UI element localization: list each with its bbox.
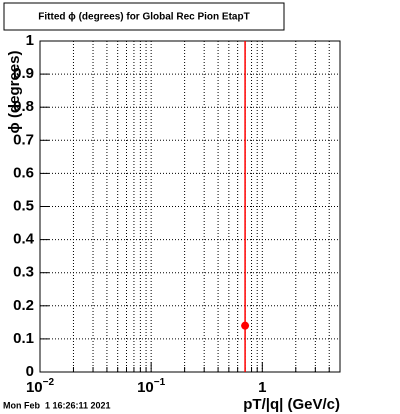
y-tick-label: 0.1 xyxy=(13,330,34,347)
x-tick-label: 1 xyxy=(258,379,266,396)
y-tick-label: 0 xyxy=(26,363,34,380)
footer: Mon Feb 1 16:26:11 2021 xyxy=(3,400,111,410)
title-box xyxy=(3,2,285,31)
y-tick-label: 0.4 xyxy=(13,231,35,248)
y-tick-label: 0.8 xyxy=(13,98,34,115)
x-tick-label: 10−1 xyxy=(137,377,166,396)
y-tick-label: 0.2 xyxy=(13,297,34,314)
y-tick-label: 0.5 xyxy=(13,197,34,214)
point xyxy=(241,321,250,330)
x-tick-exponent: −1 xyxy=(154,377,166,388)
y-tick-label: 1 xyxy=(26,32,34,49)
y-tick-label: 0.9 xyxy=(13,65,34,82)
chart-title: Fitted ϕ (degrees) for Global Rec Pion E… xyxy=(38,12,249,23)
y-tick-label: 0.6 xyxy=(13,164,34,181)
x-tick-base: 10 xyxy=(26,379,43,396)
y-tick-label: 0.7 xyxy=(13,131,34,148)
x-tick-exponent: −2 xyxy=(43,377,55,388)
x-tick-base: 10 xyxy=(137,379,154,396)
y-axis-label: ϕ (degrees) xyxy=(6,51,23,134)
y-tick-label: 0.3 xyxy=(13,264,34,281)
x-tick-label: 10−2 xyxy=(26,377,55,396)
plot-frame xyxy=(39,40,341,373)
x-axis-label: pT/|q| (GeV/c) xyxy=(243,396,340,413)
